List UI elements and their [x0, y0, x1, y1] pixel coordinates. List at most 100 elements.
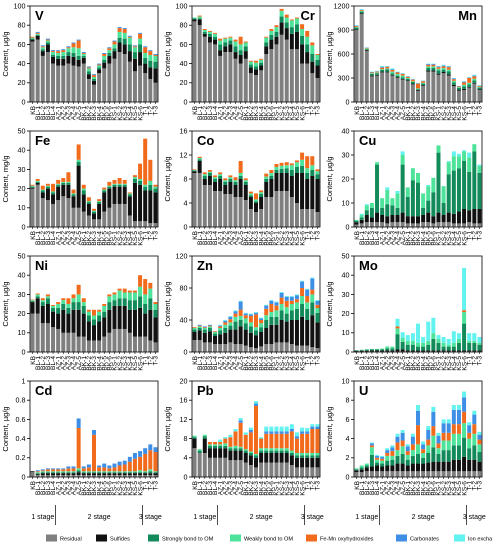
- bar-segment-residual: [300, 467, 305, 477]
- bar-segment-fe-mn-oxyhydroxides: [294, 17, 299, 19]
- bars-mo: [354, 267, 482, 352]
- bar-segment-strongly-bond-to-om: [51, 307, 56, 312]
- bar-segment-strongly-bond-to-om: [238, 50, 243, 55]
- x-tick-label: AZ-4: [395, 481, 402, 496]
- panel-u: 0246810KBBL-1BL-2BL-3BL-4AZ-1AZ-2AZ-3AZ-…: [325, 376, 484, 495]
- x-tick-label: KS-1: [112, 481, 119, 496]
- bar-segment-residual: [40, 55, 45, 102]
- bar-segment-fe-mn-oxyhydroxides: [61, 298, 66, 301]
- x-tick-label: BL-1: [359, 106, 366, 120]
- bar-segment-ion-exchangeable: [238, 417, 243, 421]
- x-tick-label: KS-6: [299, 356, 306, 371]
- bar-segment-carbonates: [451, 409, 456, 425]
- x-tick-label: T-1: [304, 481, 311, 491]
- bar-segment-weakly-bond-to-om: [112, 183, 117, 185]
- bar-segment-weakly-bond-to-om: [45, 471, 50, 473]
- bar-segment-ion-exchangeable: [472, 333, 477, 341]
- bar-segment-carbonates: [274, 431, 279, 434]
- bar-segment-residual: [315, 212, 320, 227]
- bar-segment-strongly-bond-to-om: [274, 450, 279, 453]
- bar-segment-strongly-bond-to-om: [359, 350, 364, 351]
- bar-segment-weakly-bond-to-om: [369, 447, 374, 455]
- bar-segment-residual: [385, 471, 390, 477]
- bar-segment-carbonates: [97, 63, 102, 65]
- bar-segment-strongly-bond-to-om: [56, 184, 61, 187]
- panel-title: V: [35, 8, 44, 23]
- x-tick-label: BK-2: [248, 231, 255, 246]
- bar-segment-weakly-bond-to-om: [117, 290, 122, 299]
- bar-segment-residual: [122, 203, 127, 227]
- x-tick-label: T-2: [472, 481, 479, 491]
- bar-segment-residual: [76, 207, 81, 227]
- bar-segment-residual: [127, 475, 132, 477]
- panel-title: Cr: [301, 8, 315, 23]
- bar-segment-sulfides: [472, 459, 477, 472]
- bar-segment-sulfides: [102, 192, 107, 212]
- bar-segment-residual: [213, 344, 218, 352]
- x-tick-label: AZ-3: [228, 356, 235, 371]
- bar-segment-strongly-bond-to-om: [148, 184, 153, 191]
- bar-segment-residual: [223, 52, 228, 102]
- bar-segment-carbonates: [238, 301, 243, 310]
- bar-segment-strongly-bond-to-om: [207, 33, 212, 37]
- bar-segment-residual: [395, 471, 400, 477]
- bar-segment-weakly-bond-to-om: [97, 65, 102, 68]
- bar-segment-sulfides: [153, 68, 158, 83]
- bar-segment-sulfides: [81, 57, 86, 64]
- bar-segment-weakly-bond-to-om: [223, 38, 228, 43]
- x-tick-label: KS-2: [279, 231, 286, 246]
- bar-segment-ion-exchangeable: [446, 419, 451, 424]
- y-tick-label: 8: [184, 434, 188, 443]
- bar-segment-sulfides: [153, 192, 158, 224]
- bar-segment-weakly-bond-to-om: [56, 183, 61, 185]
- bars-mn: [354, 9, 482, 102]
- bar-segment-strongly-bond-to-om: [102, 59, 107, 63]
- bar-segment-strongly-bond-to-om: [264, 179, 269, 182]
- bar-segment-fe-mn-oxyhydroxides: [284, 162, 289, 166]
- y-tick-label: 40: [18, 59, 26, 68]
- bar-segment-fe-mn-oxyhydroxides: [45, 294, 50, 297]
- bar-segment-sulfides: [117, 42, 122, 53]
- bar-segment-strongly-bond-to-om: [289, 310, 294, 320]
- x-tick-label: BK-6: [269, 356, 276, 371]
- x-tick-label: KS-5: [132, 231, 139, 246]
- x-tick-label: KS-5: [294, 481, 301, 496]
- bar-segment-sulfides: [390, 74, 395, 76]
- bar-segment-strongly-bond-to-om: [107, 302, 112, 310]
- bar-segment-sulfides: [213, 39, 218, 45]
- x-tick-label: AZ-4: [233, 231, 240, 246]
- bar-segment-residual: [35, 475, 40, 477]
- bar-segment-ion-exchangeable: [305, 288, 310, 290]
- bar-segment-residual: [148, 223, 153, 227]
- bar-segment-fe-mn-oxyhydroxides: [112, 41, 117, 45]
- x-tick-label: KS-6: [299, 106, 306, 121]
- bar-segment-weakly-bond-to-om: [202, 328, 207, 330]
- bar-segment-residual: [138, 336, 143, 352]
- x-tick-label: AZ-1: [379, 356, 386, 371]
- bar-segment-weakly-bond-to-om: [410, 340, 415, 345]
- bar-segment-residual: [76, 66, 81, 102]
- bar-segment-strongly-bond-to-om: [467, 448, 472, 460]
- bar-segment-strongly-bond-to-om: [477, 87, 482, 90]
- bar-segment-strongly-bond-to-om: [30, 301, 35, 303]
- bar-segment-fe-mn-oxyhydroxides: [153, 184, 158, 187]
- bar-segment-strongly-bond-to-om: [197, 18, 202, 20]
- x-tick-label: BL-4: [50, 356, 57, 370]
- bar-segment-residual: [248, 347, 253, 352]
- bar-segment-sulfides: [86, 473, 91, 476]
- bar-segment-weakly-bond-to-om: [51, 471, 56, 473]
- bar-segment-sulfides: [138, 184, 143, 222]
- bar-segment-sulfides: [76, 165, 81, 208]
- bar-segment-strongly-bond-to-om: [197, 159, 202, 161]
- bar-segment-residual: [310, 347, 315, 352]
- bar-segment-sulfides: [102, 62, 107, 69]
- bar-segment-weakly-bond-to-om: [269, 30, 274, 35]
- legend-label: Sulfides: [110, 536, 130, 542]
- x-tick-label: BL-4: [374, 356, 381, 370]
- bar-segment-weakly-bond-to-om: [462, 312, 467, 324]
- bar-segment-fe-mn-oxyhydroxides: [81, 298, 86, 303]
- x-tick-label: BK-3: [415, 481, 422, 496]
- bar-segment-sulfides: [395, 349, 400, 352]
- bar-segment-sulfides: [92, 325, 96, 341]
- bar-segment-weakly-bond-to-om: [153, 55, 158, 62]
